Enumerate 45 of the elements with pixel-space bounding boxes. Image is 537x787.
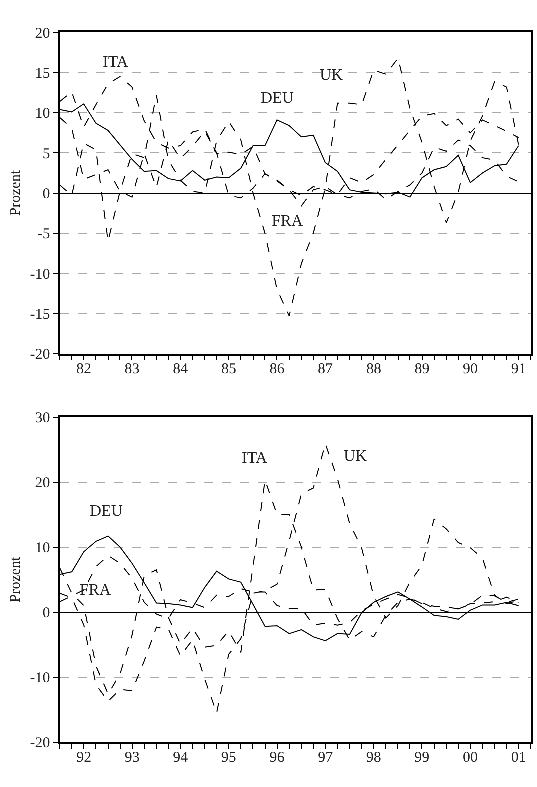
y-tick-label: 10	[35, 106, 50, 122]
x-tick-label: 85	[221, 362, 236, 378]
x-tick-label: 83	[124, 362, 140, 378]
y-tick-label: -10	[30, 670, 50, 687]
y-tick-label: -15	[30, 306, 50, 323]
y-tick-label: -20	[30, 736, 50, 752]
y-tick-label: 30	[35, 410, 50, 427]
y-tick-label: 5	[42, 146, 50, 162]
y-tick-label: 20	[35, 26, 50, 42]
x-tick-label: 87	[318, 362, 334, 378]
x-tick-label: 90	[463, 362, 478, 378]
x-tick-label: 99	[414, 750, 430, 766]
x-tick-label: 96	[270, 750, 286, 766]
x-tick-label: 93	[124, 750, 140, 766]
series-label: FRA	[272, 213, 304, 230]
y-tick-label: 20	[35, 476, 50, 492]
x-tick-label: 98	[366, 750, 382, 766]
y-tick-label: 10	[35, 540, 50, 557]
x-tick-label: 84	[173, 362, 189, 378]
series-label: UK	[320, 67, 344, 84]
x-tick-label: 97	[318, 750, 334, 766]
y-tick-label: 15	[35, 66, 50, 82]
y-axis-title: Prozent	[8, 556, 24, 603]
x-tick-label: 91	[511, 362, 526, 378]
series-label: UK	[344, 448, 368, 465]
series-label: DEU	[261, 90, 294, 107]
x-tick-label: 94	[173, 750, 189, 766]
x-tick-label: 01	[511, 750, 526, 766]
y-axis-title: Prozent	[8, 170, 24, 216]
x-tick-label: 92	[76, 750, 92, 766]
series-label: ITA	[103, 54, 129, 71]
x-tick-label: 82	[76, 362, 92, 378]
series-label: DEU	[90, 503, 124, 520]
series-label: FRA	[80, 582, 112, 599]
x-tick-label: 86	[270, 362, 286, 378]
x-tick-label: 88	[366, 362, 382, 378]
y-tick-label: -20	[30, 347, 50, 364]
y-tick-label: 0	[42, 186, 50, 203]
y-tick-label: -5	[38, 226, 50, 243]
y-tick-label: 0	[42, 606, 50, 622]
x-tick-label: 95	[221, 750, 236, 766]
x-tick-label: 00	[463, 750, 478, 766]
x-tick-label: 89	[414, 362, 430, 378]
series-label: ITA	[242, 450, 268, 467]
y-tick-label: -10	[30, 266, 50, 283]
